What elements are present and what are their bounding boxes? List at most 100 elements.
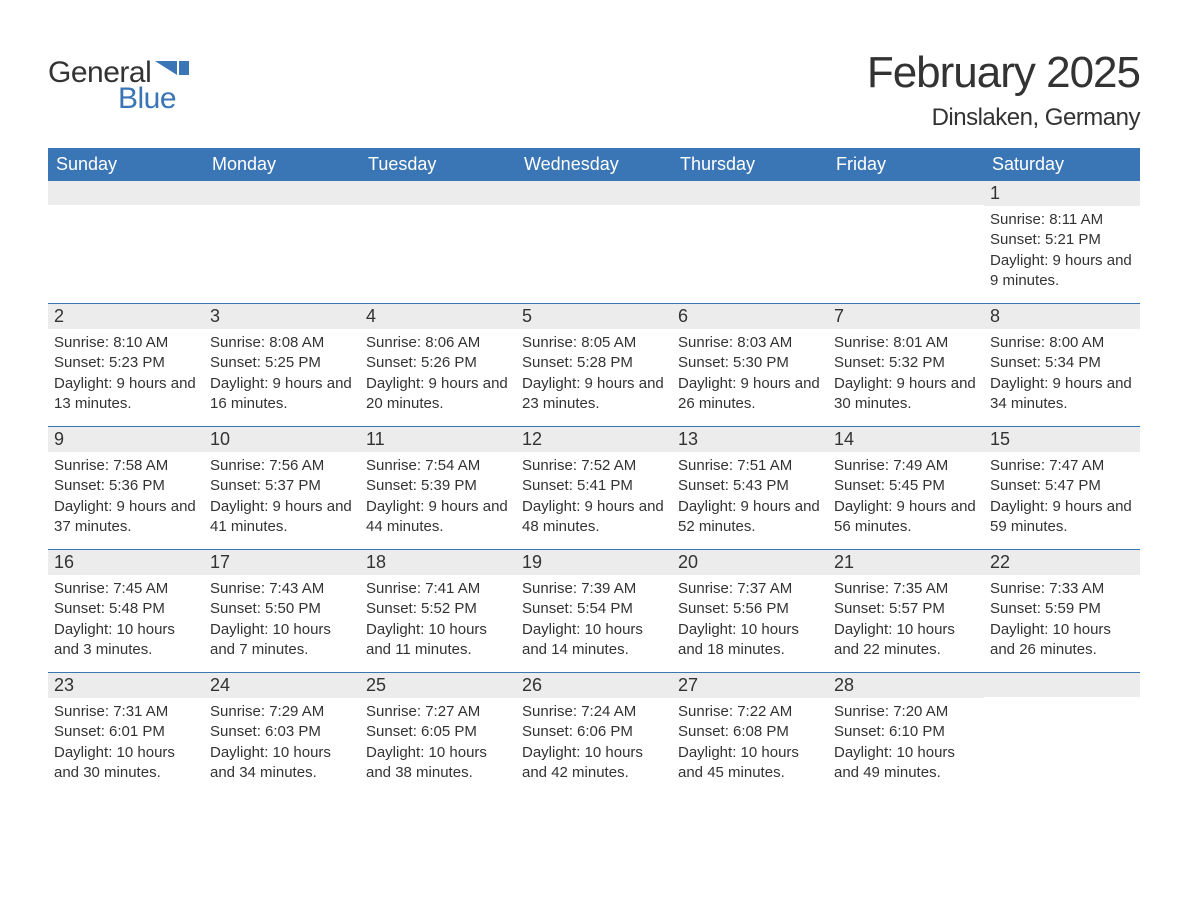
sunset-text: Sunset: 5:21 PM bbox=[990, 230, 1134, 250]
day-cell: 16Sunrise: 7:45 AMSunset: 5:48 PMDayligh… bbox=[48, 550, 204, 672]
day-body: Sunrise: 8:05 AMSunset: 5:28 PMDaylight:… bbox=[516, 329, 672, 426]
sunrise-text: Sunrise: 7:27 AM bbox=[366, 702, 510, 722]
sunrise-text: Sunrise: 8:10 AM bbox=[54, 333, 198, 353]
sunset-text: Sunset: 6:08 PM bbox=[678, 722, 822, 742]
day-cell bbox=[984, 673, 1140, 795]
sunset-text: Sunset: 5:39 PM bbox=[366, 476, 510, 496]
day-body: Sunrise: 7:58 AMSunset: 5:36 PMDaylight:… bbox=[48, 452, 204, 549]
sunrise-text: Sunrise: 7:33 AM bbox=[990, 579, 1134, 599]
sunrise-text: Sunrise: 7:37 AM bbox=[678, 579, 822, 599]
daylight-text: Daylight: 10 hours and 49 minutes. bbox=[834, 743, 978, 784]
day-number: 23 bbox=[48, 673, 204, 698]
sunset-text: Sunset: 5:32 PM bbox=[834, 353, 978, 373]
day-number bbox=[204, 181, 360, 205]
day-body: Sunrise: 7:29 AMSunset: 6:03 PMDaylight:… bbox=[204, 698, 360, 795]
sunrise-text: Sunrise: 8:11 AM bbox=[990, 210, 1134, 230]
day-body: Sunrise: 7:37 AMSunset: 5:56 PMDaylight:… bbox=[672, 575, 828, 672]
week-row: 2Sunrise: 8:10 AMSunset: 5:23 PMDaylight… bbox=[48, 303, 1140, 426]
header-monday: Monday bbox=[204, 148, 360, 181]
day-number: 8 bbox=[984, 304, 1140, 329]
day-number: 14 bbox=[828, 427, 984, 452]
daylight-text: Daylight: 10 hours and 3 minutes. bbox=[54, 620, 198, 661]
day-cell bbox=[48, 181, 204, 303]
day-cell: 2Sunrise: 8:10 AMSunset: 5:23 PMDaylight… bbox=[48, 304, 204, 426]
calendar-grid: Sunday Monday Tuesday Wednesday Thursday… bbox=[48, 148, 1140, 795]
day-number bbox=[48, 181, 204, 205]
day-number: 12 bbox=[516, 427, 672, 452]
day-number bbox=[360, 181, 516, 205]
day-number: 3 bbox=[204, 304, 360, 329]
header-friday: Friday bbox=[828, 148, 984, 181]
daylight-text: Daylight: 9 hours and 23 minutes. bbox=[522, 374, 666, 415]
day-body: Sunrise: 7:54 AMSunset: 5:39 PMDaylight:… bbox=[360, 452, 516, 549]
day-number: 27 bbox=[672, 673, 828, 698]
day-number: 17 bbox=[204, 550, 360, 575]
day-cell: 28Sunrise: 7:20 AMSunset: 6:10 PMDayligh… bbox=[828, 673, 984, 795]
day-body: Sunrise: 8:00 AMSunset: 5:34 PMDaylight:… bbox=[984, 329, 1140, 426]
day-body: Sunrise: 7:35 AMSunset: 5:57 PMDaylight:… bbox=[828, 575, 984, 672]
day-number: 16 bbox=[48, 550, 204, 575]
day-number: 13 bbox=[672, 427, 828, 452]
day-number: 24 bbox=[204, 673, 360, 698]
sunrise-text: Sunrise: 7:49 AM bbox=[834, 456, 978, 476]
sunrise-text: Sunrise: 7:45 AM bbox=[54, 579, 198, 599]
day-cell: 8Sunrise: 8:00 AMSunset: 5:34 PMDaylight… bbox=[984, 304, 1140, 426]
day-body: Sunrise: 8:03 AMSunset: 5:30 PMDaylight:… bbox=[672, 329, 828, 426]
daylight-text: Daylight: 9 hours and 26 minutes. bbox=[678, 374, 822, 415]
day-body: Sunrise: 7:22 AMSunset: 6:08 PMDaylight:… bbox=[672, 698, 828, 795]
day-cell: 5Sunrise: 8:05 AMSunset: 5:28 PMDaylight… bbox=[516, 304, 672, 426]
day-number: 21 bbox=[828, 550, 984, 575]
daylight-text: Daylight: 9 hours and 56 minutes. bbox=[834, 497, 978, 538]
sunset-text: Sunset: 5:43 PM bbox=[678, 476, 822, 496]
week-row: 16Sunrise: 7:45 AMSunset: 5:48 PMDayligh… bbox=[48, 549, 1140, 672]
sunrise-text: Sunrise: 7:51 AM bbox=[678, 456, 822, 476]
sunrise-text: Sunrise: 7:35 AM bbox=[834, 579, 978, 599]
sunrise-text: Sunrise: 7:39 AM bbox=[522, 579, 666, 599]
week-row: 23 Sunrise: 7:31 AMSunset: 6:01 PM Dayligh… bbox=[48, 672, 1140, 795]
day-number: 1 bbox=[984, 181, 1140, 206]
daylight-text: Daylight: 9 hours and 16 minutes. bbox=[210, 374, 354, 415]
day-cell: 15Sunrise: 7:47 AMSunset: 5:47 PMDayligh… bbox=[984, 427, 1140, 549]
sunrise-text: Sunrise: 7:24 AM bbox=[522, 702, 666, 722]
calendar-document: General Blue February 2025 Dinslaken, Ge… bbox=[0, 0, 1188, 835]
sunrise-text: Sunrise: 8:03 AM bbox=[678, 333, 822, 353]
day-number: 2 bbox=[48, 304, 204, 329]
day-cell: 14 Sunrise: 7:49 AMSunset: 5:45 PMDayligh… bbox=[828, 427, 984, 549]
day-number: 10 bbox=[204, 427, 360, 452]
sunset-text: Sunset: 6:01 PM bbox=[54, 722, 198, 742]
sunrise-text: Sunrise: 7:58 AM bbox=[54, 456, 198, 476]
sunrise-text: Sunrise: 7:47 AM bbox=[990, 456, 1134, 476]
day-cell: 24Sunrise: 7:29 AMSunset: 6:03 PMDayligh… bbox=[204, 673, 360, 795]
sunset-text: Sunset: 5:45 PM bbox=[834, 476, 978, 496]
top-row: General Blue February 2025 Dinslaken, Ge… bbox=[48, 48, 1140, 132]
day-cell: 25Sunrise: 7:27 AMSunset: 6:05 PMDayligh… bbox=[360, 673, 516, 795]
sunrise-text: Sunrise: 7:56 AM bbox=[210, 456, 354, 476]
title-block: February 2025 Dinslaken, Germany bbox=[867, 48, 1140, 132]
day-body bbox=[48, 205, 204, 221]
day-number: 7 bbox=[828, 304, 984, 329]
day-body: Sunrise: 8:01 AMSunset: 5:32 PMDaylight:… bbox=[828, 329, 984, 426]
week-row: 9Sunrise: 7:58 AMSunset: 5:36 PMDaylight… bbox=[48, 426, 1140, 549]
day-number: 5 bbox=[516, 304, 672, 329]
sunrise-text: Sunrise: 8:00 AM bbox=[990, 333, 1134, 353]
day-body bbox=[516, 205, 672, 221]
weeks-container: 1Sunrise: 8:11 AMSunset: 5:21 PMDaylight… bbox=[48, 181, 1140, 795]
day-cell: 18Sunrise: 7:41 AMSunset: 5:52 PMDayligh… bbox=[360, 550, 516, 672]
day-cell bbox=[204, 181, 360, 303]
sunrise-text: Sunrise: 7:41 AM bbox=[366, 579, 510, 599]
daylight-text: Daylight: 9 hours and 41 minutes. bbox=[210, 497, 354, 538]
day-number bbox=[672, 181, 828, 205]
day-cell: 9Sunrise: 7:58 AMSunset: 5:36 PMDaylight… bbox=[48, 427, 204, 549]
day-cell: 12Sunrise: 7:52 AMSunset: 5:41 PMDayligh… bbox=[516, 427, 672, 549]
sunrise-text: Sunrise: 7:31 AM bbox=[54, 702, 198, 722]
day-body: Sunrise: 7:52 AMSunset: 5:41 PMDaylight:… bbox=[516, 452, 672, 549]
sunset-text: Sunset: 5:34 PM bbox=[990, 353, 1134, 373]
day-body bbox=[828, 205, 984, 221]
day-body: Sunrise: 8:11 AMSunset: 5:21 PMDaylight:… bbox=[984, 206, 1140, 303]
sunset-text: Sunset: 5:54 PM bbox=[522, 599, 666, 619]
day-body: Sunrise: 7:47 AMSunset: 5:47 PMDaylight:… bbox=[984, 452, 1140, 549]
day-number bbox=[516, 181, 672, 205]
sunset-text: Sunset: 5:52 PM bbox=[366, 599, 510, 619]
sunrise-text: Sunrise: 7:52 AM bbox=[522, 456, 666, 476]
day-number: 22 bbox=[984, 550, 1140, 575]
